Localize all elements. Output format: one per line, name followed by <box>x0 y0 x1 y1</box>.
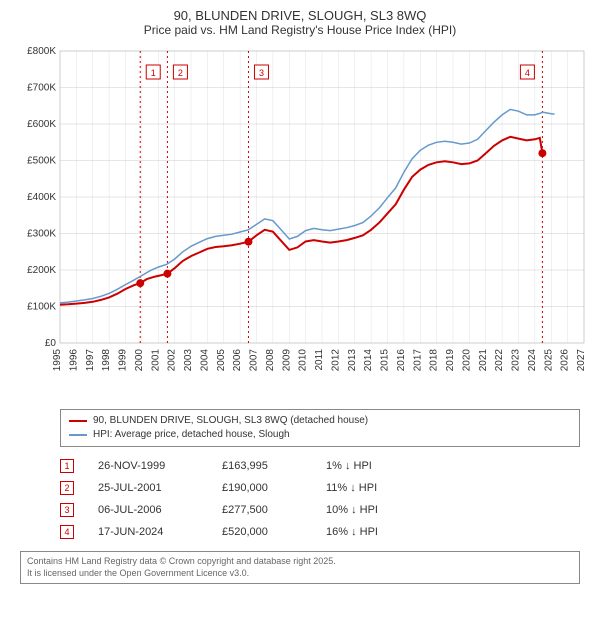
y-tick-label: £700K <box>27 83 56 94</box>
x-tick-label: 2013 <box>347 349 358 372</box>
transaction-marker: 3 <box>60 503 74 517</box>
y-tick-label: £300K <box>27 229 56 240</box>
x-tick-label: 2006 <box>232 349 243 372</box>
x-tick-label: 2008 <box>265 349 276 372</box>
x-tick-label: 2018 <box>429 349 440 372</box>
sale-dot <box>244 238 252 246</box>
y-tick-label: £800K <box>27 46 56 57</box>
footer-line-2: It is licensed under the Open Government… <box>27 568 573 580</box>
x-tick-label: 2019 <box>445 349 456 372</box>
transaction-price: £190,000 <box>222 482 302 494</box>
sale-dot <box>136 279 144 287</box>
transaction-row: 1 26-NOV-1999 £163,995 1% ↓ HPI <box>60 455 580 477</box>
x-tick-label: 1995 <box>52 349 63 372</box>
x-tick-label: 1996 <box>68 349 79 372</box>
y-tick-label: £200K <box>27 265 56 276</box>
x-tick-label: 2023 <box>511 349 522 372</box>
x-tick-label: 2021 <box>478 349 489 372</box>
sale-marker-number: 1 <box>151 68 156 78</box>
transactions-table: 1 26-NOV-1999 £163,995 1% ↓ HPI 2 25-JUL-2001… <box>60 455 580 543</box>
x-tick-label: 2003 <box>183 349 194 372</box>
x-tick-label: 2015 <box>380 349 391 372</box>
sale-marker-number: 4 <box>525 68 530 78</box>
y-tick-label: £400K <box>27 192 56 203</box>
chart-plot-area: £0 £100K £200K £300K £400K £500K £600K £700K £80… <box>8 43 592 403</box>
transaction-row: 3 06-JUL-2006 £277,500 10% ↓ HPI <box>60 499 580 521</box>
x-tick-label: 2026 <box>560 349 571 372</box>
y-tick-label: £500K <box>27 156 56 167</box>
transaction-date: 06-JUL-2006 <box>98 504 198 516</box>
x-tick-label: 2010 <box>298 349 309 372</box>
attribution-footer: Contains HM Land Registry data © Crown c… <box>20 551 580 584</box>
transaction-marker: 4 <box>60 525 74 539</box>
x-tick-label: 2007 <box>249 349 260 372</box>
chart-title-line2: Price paid vs. HM Land Registry's House … <box>8 23 592 37</box>
y-tick-label: £0 <box>45 338 57 349</box>
sale-marker-number: 2 <box>178 68 183 78</box>
transaction-date: 25-JUL-2001 <box>98 482 198 494</box>
transaction-diff: 1% ↓ HPI <box>326 460 416 472</box>
legend-label: 90, BLUNDEN DRIVE, SLOUGH, SL3 8WQ (deta… <box>93 414 368 428</box>
transaction-price: £163,995 <box>222 460 302 472</box>
transaction-row: 4 17-JUN-2024 £520,000 16% ↓ HPI <box>60 521 580 543</box>
x-tick-label: 2017 <box>412 349 423 372</box>
sale-dot <box>163 270 171 278</box>
legend-label: HPI: Average price, detached house, Slou… <box>93 428 290 442</box>
x-tick-label: 2024 <box>527 349 538 372</box>
transaction-price: £277,500 <box>222 504 302 516</box>
sale-marker-number: 3 <box>259 68 264 78</box>
transaction-price: £520,000 <box>222 526 302 538</box>
legend-row: 90, BLUNDEN DRIVE, SLOUGH, SL3 8WQ (deta… <box>69 414 571 428</box>
y-tick-label: £100K <box>27 302 56 313</box>
x-tick-label: 2027 <box>576 349 587 372</box>
x-tick-label: 2002 <box>167 349 178 372</box>
transaction-marker: 2 <box>60 481 74 495</box>
transaction-marker: 1 <box>60 459 74 473</box>
x-tick-label: 2016 <box>396 349 407 372</box>
transaction-diff: 11% ↓ HPI <box>326 482 416 494</box>
y-tick-label: £600K <box>27 119 56 130</box>
legend-row: HPI: Average price, detached house, Slou… <box>69 428 571 442</box>
legend-swatch <box>69 434 87 436</box>
x-tick-label: 2011 <box>314 349 325 371</box>
chart-container: 90, BLUNDEN DRIVE, SLOUGH, SL3 8WQ Price… <box>0 0 600 592</box>
transaction-date: 17-JUN-2024 <box>98 526 198 538</box>
x-tick-label: 2014 <box>363 349 374 372</box>
transaction-date: 26-NOV-1999 <box>98 460 198 472</box>
x-tick-label: 2004 <box>199 349 210 372</box>
x-tick-label: 2020 <box>461 349 472 372</box>
x-tick-label: 2022 <box>494 349 505 372</box>
x-tick-label: 1997 <box>85 349 96 372</box>
x-tick-label: 2005 <box>216 349 227 372</box>
chart-legend: 90, BLUNDEN DRIVE, SLOUGH, SL3 8WQ (deta… <box>60 409 580 447</box>
transaction-diff: 10% ↓ HPI <box>326 504 416 516</box>
legend-swatch <box>69 420 87 422</box>
transaction-row: 2 25-JUL-2001 £190,000 11% ↓ HPI <box>60 477 580 499</box>
line-chart-svg: £0 £100K £200K £300K £400K £500K £600K £700K £80… <box>8 43 592 403</box>
footer-line-1: Contains HM Land Registry data © Crown c… <box>27 556 573 568</box>
x-tick-label: 1998 <box>101 349 112 372</box>
x-tick-label: 2025 <box>543 349 554 372</box>
x-tick-label: 2001 <box>150 349 161 372</box>
x-tick-label: 1999 <box>118 349 129 372</box>
chart-title-line1: 90, BLUNDEN DRIVE, SLOUGH, SL3 8WQ <box>8 8 592 23</box>
x-tick-label: 2012 <box>330 349 341 372</box>
transaction-diff: 16% ↓ HPI <box>326 526 416 538</box>
x-tick-label: 2000 <box>134 349 145 372</box>
sale-dot <box>538 149 546 157</box>
x-tick-label: 2009 <box>281 349 292 372</box>
